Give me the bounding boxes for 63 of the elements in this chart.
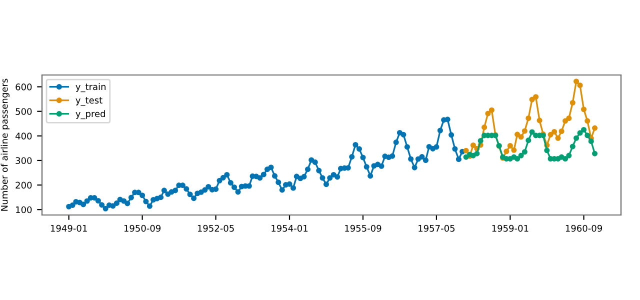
- legend-label: y_test: [76, 97, 102, 106]
- point: [562, 156, 568, 162]
- point: [566, 152, 572, 158]
- point: [463, 148, 469, 154]
- x-tick-label: 1952-05: [198, 224, 234, 232]
- point: [574, 135, 580, 141]
- point: [570, 100, 576, 106]
- point: [581, 126, 587, 133]
- point: [514, 156, 520, 162]
- point: [507, 142, 513, 149]
- y-tick-label: 500: [16, 108, 32, 115]
- point: [518, 152, 524, 158]
- legend-label: y_pred: [76, 110, 105, 120]
- point: [522, 128, 528, 134]
- x-tick-label: 1959-01: [492, 224, 528, 232]
- x-tick-label: 1957-05: [418, 224, 455, 232]
- point: [488, 107, 494, 113]
- point: [529, 129, 535, 135]
- point: [504, 148, 510, 154]
- point: [544, 148, 550, 154]
- y-tick-label: 100: [16, 206, 32, 214]
- point: [558, 128, 564, 134]
- point: [592, 125, 598, 131]
- x-tick-label: 1955-09: [345, 224, 382, 232]
- point: [584, 132, 590, 138]
- point: [463, 154, 469, 160]
- x-tick-label: 1949-01: [50, 224, 87, 232]
- point: [592, 150, 598, 156]
- point: [514, 132, 520, 138]
- point: [555, 135, 561, 141]
- point: [533, 94, 539, 100]
- point: [536, 118, 542, 124]
- point: [584, 118, 590, 124]
- point: [562, 118, 568, 124]
- point: [574, 78, 580, 84]
- point: [482, 124, 488, 130]
- point: [526, 138, 532, 144]
- point: [511, 147, 517, 153]
- point: [522, 149, 528, 155]
- point: [570, 144, 576, 150]
- y-tick-label: 600: [16, 84, 32, 90]
- point: [577, 82, 583, 88]
- point: [581, 106, 587, 112]
- point: [470, 142, 476, 148]
- point: [588, 138, 594, 144]
- point: [485, 110, 491, 116]
- point: [552, 128, 558, 135]
- y-tick-label: 400: [15, 132, 32, 140]
- x-tick-label: 1960-09: [566, 224, 602, 232]
- y-axis-title: Number of airline passengers: [0, 78, 10, 211]
- y-tick-label: 300: [16, 157, 32, 164]
- legend-label: y_train: [76, 83, 106, 92]
- point: [566, 115, 572, 122]
- y-tick-label: 200: [16, 182, 32, 189]
- point: [526, 115, 532, 122]
- point: [474, 150, 480, 156]
- x-tick-label: 1950-09: [124, 224, 161, 232]
- x-tick-label: 1954-01: [272, 224, 308, 232]
- point: [518, 134, 524, 140]
- point: [529, 96, 535, 102]
- point: [548, 132, 554, 138]
- point: [478, 138, 484, 144]
- point: [577, 130, 583, 136]
